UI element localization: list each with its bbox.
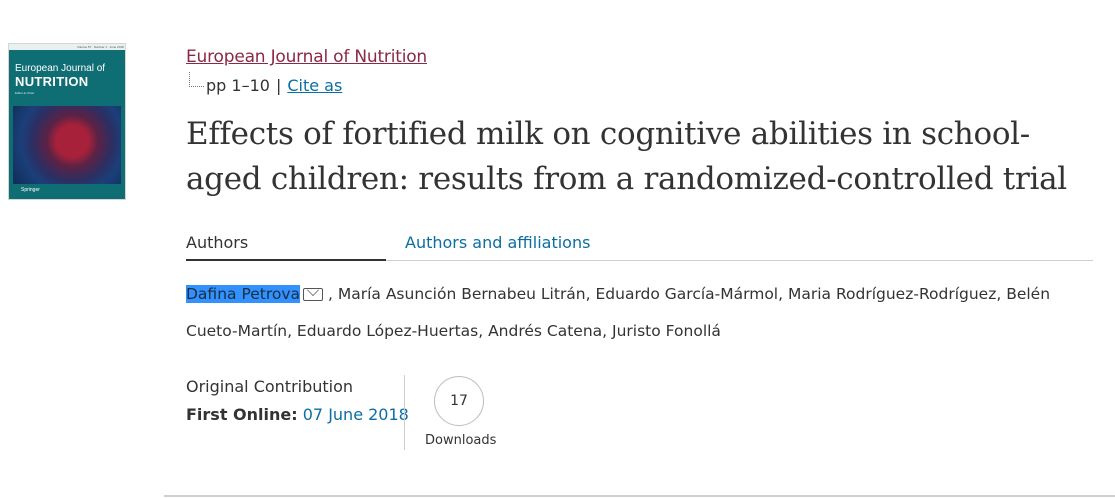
tree-connector [189, 72, 204, 87]
cover-top-strip [9, 44, 125, 50]
tab-authors-and-affiliations[interactable]: Authors and affiliations [405, 233, 591, 252]
cover-editor-text: Editor-in-Chief [15, 91, 35, 95]
vertical-divider [404, 375, 405, 450]
first-online: First Online: 07 June 2018 [186, 405, 409, 424]
article-title: Effects of fortified milk on cognitive a… [186, 116, 1067, 197]
authors-tabs: Authors Authors and affiliations [186, 228, 1093, 261]
meta-separator: | [275, 76, 282, 95]
downloads-label: Downloads [425, 433, 497, 448]
downloads-count-badge: 17 [434, 376, 484, 426]
first-online-date[interactable]: 07 June 2018 [302, 405, 409, 424]
author-dafina-petrova[interactable]: Dafina Petrova [186, 285, 301, 303]
cover-title-line1: European Journal of [15, 63, 106, 74]
article-type: Original Contribution [186, 377, 354, 396]
cover-volume-text: Volume 57 · Number 1 · June 2018 [77, 45, 124, 49]
page-range: pp 1–10 [206, 76, 270, 95]
bottom-divider [164, 495, 1115, 497]
journal-cover-image[interactable]: Volume 57 · Number 1 · June 2018 Europea… [9, 44, 125, 199]
cite-as-link[interactable]: Cite as [287, 76, 343, 95]
cover-publisher: Springer [21, 187, 40, 193]
author-list: Dafina Petrova , María Asunción Bernabeu… [186, 276, 1106, 350]
cover-title-line2: NUTRITION [15, 74, 89, 89]
cover-micrograph [13, 106, 121, 184]
article-meta-line: pp 1–10 | Cite as [206, 76, 342, 95]
journal-link[interactable]: European Journal of Nutrition [186, 47, 427, 67]
email-icon[interactable] [303, 288, 324, 301]
first-online-label: First Online: [186, 405, 298, 424]
author-list-rest[interactable]: , María Asunción Bernabeu Litrán, Eduard… [186, 285, 1051, 340]
tab-authors[interactable]: Authors [186, 233, 386, 261]
